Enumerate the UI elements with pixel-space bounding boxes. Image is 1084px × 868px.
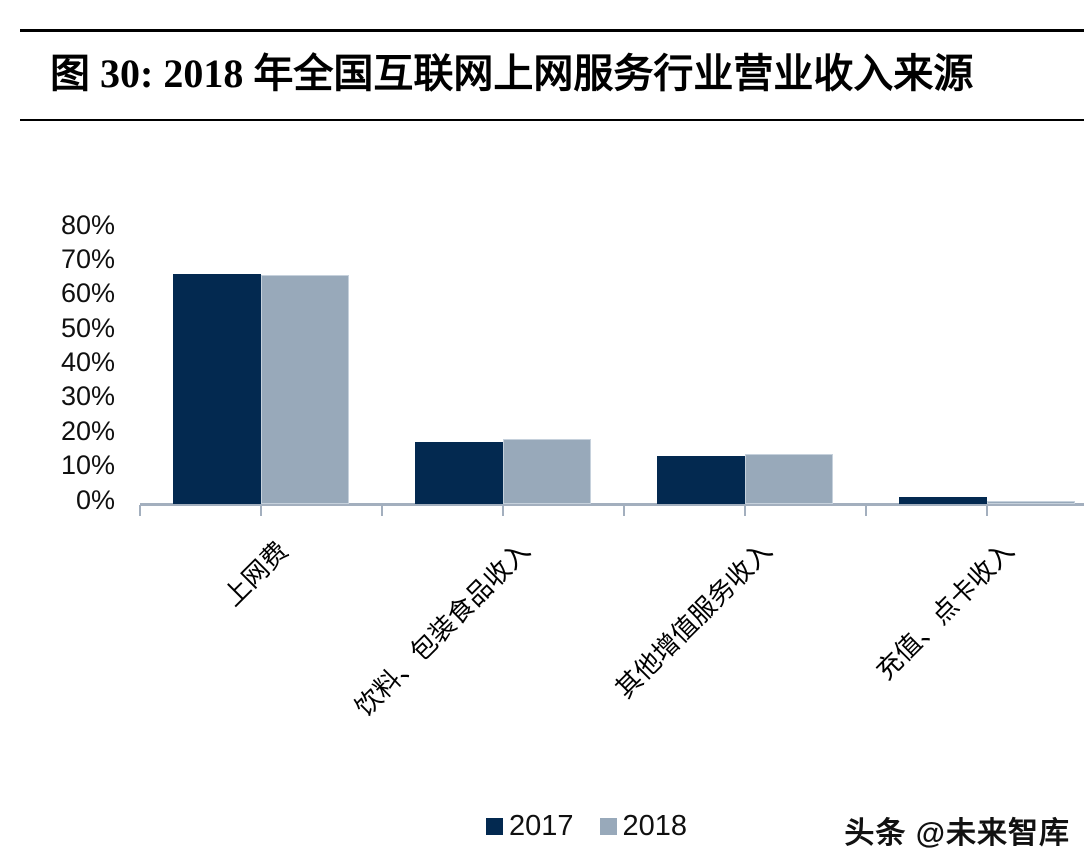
y-tick-label: 30% bbox=[60, 381, 115, 412]
y-tick-label: 70% bbox=[60, 243, 115, 274]
x-category-label: 饮料、包装食品收入 bbox=[349, 536, 536, 723]
x-category-label: 其他增值服务收入 bbox=[610, 536, 778, 704]
legend-label-2018: 2018 bbox=[622, 810, 688, 842]
legend-item-2018: 2018 bbox=[599, 810, 688, 843]
x-axis-tick bbox=[865, 505, 867, 516]
x-axis-tick bbox=[623, 505, 625, 516]
y-tick-label: 60% bbox=[60, 278, 115, 309]
y-tick-label: 80% bbox=[60, 209, 115, 240]
bar-2017-category-2 bbox=[657, 455, 745, 504]
bar-2018-category-3 bbox=[987, 500, 1075, 504]
x-axis-tick bbox=[744, 505, 746, 516]
title-bottom-rule bbox=[20, 119, 1084, 121]
y-tick-label: 50% bbox=[60, 312, 115, 343]
x-category-label: 充值、点卡收入 bbox=[870, 536, 1020, 686]
x-axis-tick bbox=[986, 505, 988, 516]
y-tick-label: 0% bbox=[75, 484, 115, 515]
x-axis-tick bbox=[502, 505, 504, 516]
y-tick-label: 20% bbox=[60, 415, 115, 446]
title-top-rule bbox=[20, 29, 1084, 32]
legend-item-2017: 2017 bbox=[486, 810, 574, 843]
x-category-label: 上网费 bbox=[218, 536, 294, 612]
bar-2018-category-1 bbox=[503, 438, 591, 504]
x-axis-line bbox=[140, 503, 1084, 506]
legend-swatch-2017 bbox=[486, 818, 503, 835]
bar-2018-category-2 bbox=[745, 454, 833, 504]
legend-label-2017: 2017 bbox=[509, 810, 574, 842]
x-axis-tick bbox=[139, 505, 141, 516]
figure-title: 图 30: 2018 年全国互联网上网服务行业营业收入来源 bbox=[50, 51, 974, 96]
legend-swatch-2018 bbox=[599, 818, 617, 835]
bar-2017-category-0 bbox=[173, 273, 261, 504]
x-axis-tick bbox=[381, 505, 383, 516]
x-axis-tick bbox=[260, 505, 262, 516]
y-tick-label: 40% bbox=[60, 347, 115, 377]
bar-2017-category-3 bbox=[899, 497, 987, 504]
watermark: 头条 @未来智库 bbox=[844, 817, 1070, 850]
bar-2017-category-1 bbox=[415, 442, 503, 504]
y-tick-label: 10% bbox=[60, 450, 115, 481]
bar-2018-category-0 bbox=[261, 275, 349, 504]
legend: 2017 2018 bbox=[486, 810, 687, 843]
